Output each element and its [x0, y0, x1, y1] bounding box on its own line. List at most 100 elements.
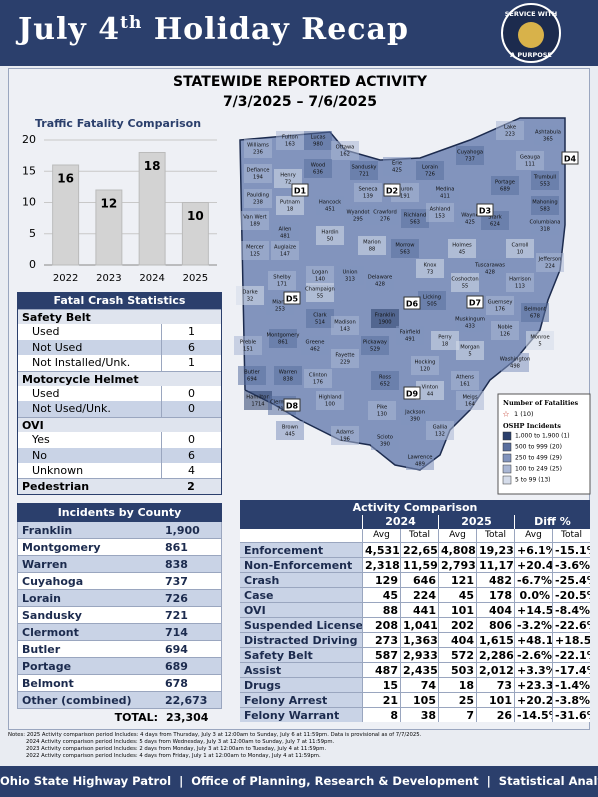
- county-name: Geauga: [520, 155, 540, 161]
- cell-value: +23.3%: [514, 678, 552, 692]
- county-value: 55: [317, 294, 324, 300]
- county-name: Stark: [488, 215, 502, 221]
- subheader: Total: [552, 529, 590, 542]
- county-name: Scioto: [377, 435, 393, 441]
- cell-label: Sandusky: [22, 609, 82, 622]
- county-name: Hocking: [415, 360, 436, 366]
- county-value: 428: [375, 282, 385, 288]
- cell-label: Safety Belt: [240, 648, 362, 662]
- county-cell: [241, 211, 269, 230]
- county-cell: [411, 356, 439, 375]
- total-value: 23,304: [166, 711, 209, 724]
- county-name: Athens: [456, 375, 474, 381]
- county-cell: [238, 366, 266, 385]
- county-value: 1714: [251, 402, 265, 408]
- cell-value: 45: [362, 588, 400, 602]
- cell-value: 6: [161, 339, 221, 356]
- cell-value: 129: [362, 573, 400, 587]
- cell-value: -1.4%: [552, 678, 590, 692]
- total-label: TOTAL:: [114, 711, 158, 724]
- county-name: Cuyahoga: [457, 150, 483, 156]
- county-name: Tuscarawas: [474, 263, 505, 269]
- county-value: 100: [325, 402, 335, 408]
- cell-value: 121: [438, 573, 476, 587]
- county-cell: [496, 121, 524, 140]
- county-cell: [304, 369, 332, 388]
- county-cell: [271, 223, 299, 242]
- county-value: 194: [253, 175, 264, 181]
- table-row: Not Installed/Unk. 1: [18, 355, 221, 371]
- district-box: [466, 295, 484, 309]
- county-name: Defiance: [247, 168, 270, 174]
- county-name: Auglaize: [274, 245, 296, 251]
- district-box: [283, 398, 301, 412]
- cell-label: Felony Arrest: [240, 693, 362, 707]
- county-name: Ashland: [430, 207, 451, 213]
- county-name: Licking: [423, 295, 441, 301]
- cell-value: 2,286: [476, 648, 514, 662]
- header-title: July 4th Holiday Recap: [18, 12, 409, 47]
- section-title: Safety Belt: [22, 311, 91, 324]
- legend-star: ☆: [502, 410, 509, 419]
- chart-title: Traffic Fatality Comparison: [35, 117, 201, 130]
- title-part: July 4: [18, 12, 121, 47]
- county-name: Lake: [504, 125, 516, 131]
- cell-value: 404: [476, 603, 514, 617]
- county-cell: [331, 349, 359, 368]
- county-name: Knox: [424, 263, 437, 269]
- cell-value: 572: [438, 648, 476, 662]
- note-line: Notes: 2025 Activity comparison period I…: [8, 732, 422, 738]
- county-name: Warren: [279, 370, 298, 376]
- cell-label: Butler: [22, 643, 61, 656]
- heading-dates: 7/3/2025 – 7/6/2025: [222, 94, 378, 110]
- cell-label: Franklin: [22, 524, 73, 537]
- notes: Notes: 2025 Activity comparison period I…: [8, 732, 593, 760]
- legend-label: 250 to 499 (29): [515, 455, 562, 462]
- legend-swatch: [502, 431, 512, 441]
- legend-label: 5 to 99 (13): [515, 477, 551, 484]
- county-name: Trumbull: [533, 175, 556, 181]
- county-cell: [368, 401, 396, 420]
- cell-value: -8.4%: [552, 603, 590, 617]
- county-value: 861: [278, 340, 288, 346]
- table-row: Yes 0: [18, 432, 221, 448]
- table-row: Used 1: [18, 324, 221, 340]
- county-cell: [426, 203, 454, 222]
- county-cell: [241, 241, 269, 260]
- county-value: 132: [435, 432, 445, 438]
- county-value: 529: [370, 347, 380, 353]
- county-name: Hamilton: [246, 395, 270, 401]
- table-row: Other (combined) 22,673: [17, 692, 222, 709]
- county-cell: [456, 313, 484, 332]
- fatality-chart: Traffic Fatality Comparison 0 5 10 15 20 2022…: [22, 117, 217, 284]
- cell-value: -3.6%: [552, 558, 590, 572]
- county-name: Morgan: [460, 345, 479, 351]
- county-name: Noble: [498, 325, 513, 331]
- cell-value: 1,900: [165, 524, 200, 537]
- county-name: Jefferson: [538, 257, 562, 263]
- county-value: 196: [340, 437, 350, 443]
- county-cell: [268, 271, 296, 290]
- bar: [95, 189, 123, 266]
- cell-value: 2,435: [400, 663, 438, 677]
- county-name: Seneca: [359, 187, 378, 193]
- county-value: 125: [250, 252, 260, 258]
- county-value: 113: [515, 284, 525, 290]
- cell-label: Unknown: [32, 463, 84, 477]
- county-name: Pickaway: [363, 340, 387, 346]
- group-header: 2024: [362, 515, 438, 529]
- cell-label: Suspended License: [240, 618, 362, 632]
- cell-label: Drugs: [240, 678, 362, 692]
- cell-value: 208: [362, 618, 400, 632]
- cell-value: 202: [438, 618, 476, 632]
- cell-value: 678: [165, 677, 188, 690]
- county-cell: [401, 209, 429, 228]
- county-cell: [244, 391, 272, 410]
- county-value: 126: [500, 332, 510, 338]
- subheader: Avg: [438, 529, 476, 542]
- county-value: 161: [460, 382, 470, 388]
- cell-label: Enforcement: [240, 543, 362, 557]
- cell-value: 4,808: [438, 543, 476, 557]
- cell-value: 694: [165, 643, 188, 656]
